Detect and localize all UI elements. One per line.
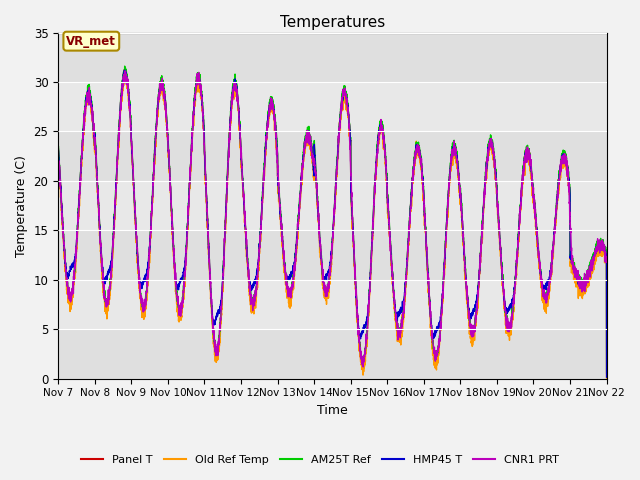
CNR1 PRT xyxy=(602,260,610,265)
Panel T xyxy=(121,66,129,72)
CNR1 PRT xyxy=(54,158,62,164)
Bar xyxy=(58,132,607,181)
HMP45 T xyxy=(425,288,433,294)
Panel T xyxy=(425,288,433,294)
Old Ref Temp xyxy=(54,144,62,149)
CNR1 PRT xyxy=(456,182,463,188)
HMP45 T xyxy=(153,116,161,121)
Panel T xyxy=(153,116,161,121)
Line: Panel T: Panel T xyxy=(58,69,607,377)
Old Ref Temp xyxy=(602,255,610,261)
AM25T Ref xyxy=(153,114,161,120)
Title: Temperatures: Temperatures xyxy=(280,15,385,30)
CNR1 PRT xyxy=(121,68,129,74)
X-axis label: Time: Time xyxy=(317,404,348,417)
HMP45 T xyxy=(312,171,320,177)
Old Ref Temp xyxy=(121,70,129,75)
CNR1 PRT xyxy=(312,174,320,180)
Panel T xyxy=(312,171,320,177)
Line: CNR1 PRT: CNR1 PRT xyxy=(58,71,607,367)
Panel T xyxy=(54,140,62,145)
Bar xyxy=(58,329,607,379)
HMP45 T xyxy=(486,136,494,142)
AM25T Ref xyxy=(312,168,320,174)
Bar xyxy=(58,33,607,82)
CNR1 PRT xyxy=(153,120,161,126)
HMP45 T xyxy=(603,374,611,380)
Y-axis label: Temperature (C): Temperature (C) xyxy=(15,155,28,257)
Old Ref Temp xyxy=(456,183,463,189)
Old Ref Temp xyxy=(153,119,161,125)
Line: AM25T Ref: AM25T Ref xyxy=(58,66,607,373)
AM25T Ref xyxy=(425,287,433,293)
CNR1 PRT xyxy=(425,289,433,295)
Line: Old Ref Temp: Old Ref Temp xyxy=(58,72,607,379)
AM25T Ref xyxy=(54,139,62,144)
Panel T xyxy=(486,135,494,141)
Panel T xyxy=(456,180,463,185)
AM25T Ref xyxy=(121,63,129,69)
AM25T Ref xyxy=(602,247,610,253)
Old Ref Temp xyxy=(425,289,433,295)
HMP45 T xyxy=(456,180,463,186)
CNR1 PRT xyxy=(603,257,611,263)
CNR1 PRT xyxy=(359,364,367,370)
CNR1 PRT xyxy=(486,136,494,142)
Legend: Panel T, Old Ref Temp, AM25T Ref, HMP45 T, CNR1 PRT: Panel T, Old Ref Temp, AM25T Ref, HMP45 … xyxy=(77,451,563,469)
Text: VR_met: VR_met xyxy=(67,35,116,48)
Panel T xyxy=(603,374,611,380)
HMP45 T xyxy=(121,67,129,73)
Panel T xyxy=(602,251,610,257)
HMP45 T xyxy=(54,140,62,146)
AM25T Ref xyxy=(603,370,611,376)
AM25T Ref xyxy=(486,134,494,140)
AM25T Ref xyxy=(456,177,463,182)
Old Ref Temp xyxy=(312,176,320,181)
Old Ref Temp xyxy=(486,136,494,142)
Bar xyxy=(58,230,607,280)
Line: HMP45 T: HMP45 T xyxy=(58,70,607,377)
Old Ref Temp xyxy=(603,376,611,382)
HMP45 T xyxy=(602,251,610,257)
